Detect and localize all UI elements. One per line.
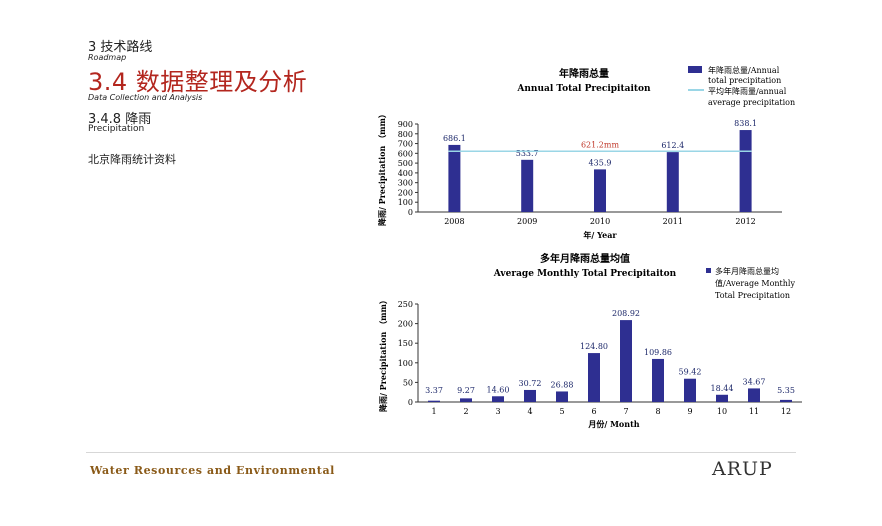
average-label: 621.2mm (581, 140, 619, 149)
chart-subtitle: Annual Total Precipitaiton (516, 84, 651, 94)
subsection-heading-en: Data Collection and Analysis (88, 93, 203, 102)
y-tick-label: 800 (398, 130, 413, 139)
chart-title: 年降雨总量 (559, 67, 609, 80)
section-heading-en: Roadmap (88, 53, 127, 62)
legend-label: 平均年降雨量/annual (708, 86, 787, 96)
y-axis-label: 降雨/ Precipitation （mm） (377, 110, 387, 226)
y-tick-label: 100 (398, 198, 413, 207)
arup-logo: ARUP (712, 458, 773, 480)
item-heading: 3.4.8 降雨 (88, 112, 152, 127)
x-tick-label: 2010 (590, 217, 610, 226)
bar (739, 130, 752, 212)
x-tick-label: 2009 (517, 217, 537, 226)
source-note: 北京降雨统计资料 (88, 153, 176, 166)
y-tick-label: 500 (398, 159, 413, 168)
y-tick-label: 300 (398, 179, 413, 188)
bar (594, 169, 606, 212)
y-tick-label: 400 (398, 169, 413, 178)
y-tick-label: 900 (398, 120, 413, 129)
item-heading-en: Precipitation (88, 124, 145, 134)
legend-swatch-bar (688, 66, 702, 73)
data-label: 435.9 (589, 158, 612, 167)
bar (448, 144, 461, 212)
y-tick-label: 200 (398, 188, 413, 197)
y-tick-label: 600 (398, 149, 413, 158)
data-label: 686.1 (443, 134, 466, 143)
legend-label: average precipitation (708, 98, 795, 107)
x-tick-label: 2008 (444, 217, 464, 226)
y-tick-label: 700 (398, 140, 413, 149)
x-tick-label: 2012 (735, 217, 755, 226)
x-axis-label: 年/ Year (583, 230, 617, 240)
section-heading: 3 技术路线 (88, 40, 153, 55)
legend: 年降雨总量/Annual total precipitation 平均年降雨量/… (688, 65, 795, 107)
y-tick-label: 0 (408, 208, 413, 217)
bar (666, 152, 679, 212)
data-label: 533.7 (516, 149, 539, 158)
data-label: 838.1 (734, 119, 757, 128)
subsection-heading: 3.4 数据整理及分析 (88, 68, 308, 96)
legend-label: total precipitation (708, 76, 781, 85)
footer-divider (86, 452, 796, 453)
legend-label: 年降雨总量/Annual (708, 65, 780, 75)
x-tick-label: 2011 (663, 217, 683, 226)
bar (521, 159, 534, 212)
footer-department: Water Resources and Environmental (90, 464, 335, 477)
data-label: 612.4 (661, 141, 684, 150)
